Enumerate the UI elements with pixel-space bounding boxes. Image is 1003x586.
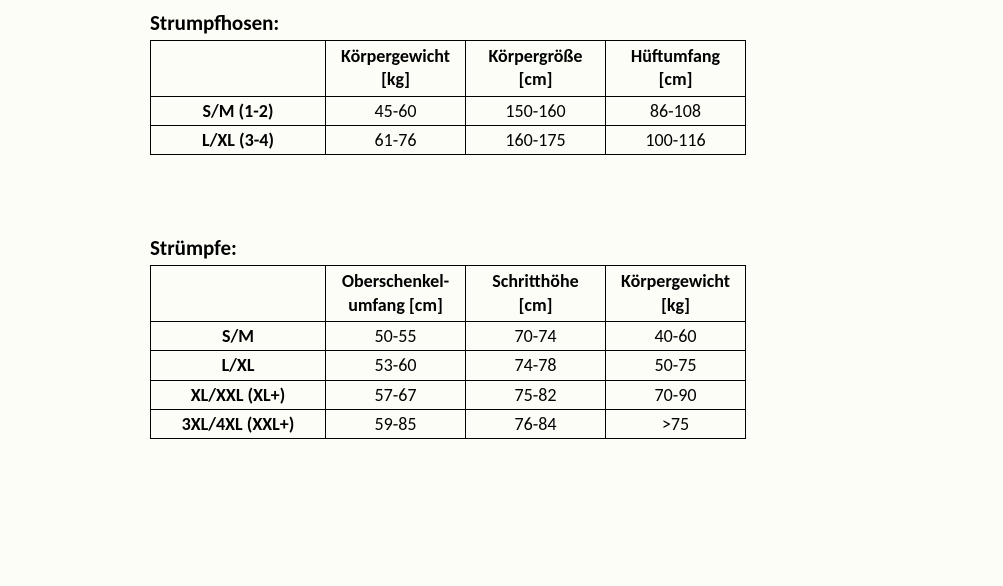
table-row: S/M (1-2)45-60150-16086-108 [151, 96, 746, 125]
data-cell: 53-60 [326, 351, 466, 380]
column-header: Schritthöhe[cm] [466, 266, 606, 322]
size-cell: L/XL (3-4) [151, 126, 326, 155]
data-cell: 150-160 [466, 96, 606, 125]
column-header-line2: [kg] [334, 68, 457, 91]
table-row: L/XL (3-4)61-76160-175100-116 [151, 126, 746, 155]
data-cell: 86-108 [606, 96, 746, 125]
data-cell: 61-76 [326, 126, 466, 155]
column-header [151, 41, 326, 97]
section-title: Strumpfhosen: [150, 10, 1003, 36]
column-header: Körpergewicht[kg] [606, 266, 746, 322]
data-cell: 70-74 [466, 322, 606, 351]
data-cell: 100-116 [606, 126, 746, 155]
column-header-line1: Körpergewicht [614, 270, 737, 293]
size-table: Körpergewicht[kg]Körpergröße[cm]Hüftumfa… [150, 40, 746, 155]
data-cell: 50-55 [326, 322, 466, 351]
size-table-section-1: Strümpfe:Oberschenkel-umfang [cm]Schritt… [150, 235, 1003, 439]
size-cell: 3XL/4XL (XXL+) [151, 410, 326, 439]
size-cell: L/XL [151, 351, 326, 380]
table-header-row: Körpergewicht[kg]Körpergröße[cm]Hüftumfa… [151, 41, 746, 97]
data-cell: >75 [606, 410, 746, 439]
table-row: XL/XXL (XL+)57-6775-8270-90 [151, 380, 746, 409]
table-row: 3XL/4XL (XXL+)59-8576-84>75 [151, 410, 746, 439]
table-row: S/M50-5570-7440-60 [151, 322, 746, 351]
section-title: Strümpfe: [150, 235, 1003, 261]
column-header-line1: Schritthöhe [474, 270, 597, 293]
size-table-section-0: Strumpfhosen:Körpergewicht[kg]Körpergröß… [150, 10, 1003, 155]
size-table: Oberschenkel-umfang [cm]Schritthöhe[cm]K… [150, 265, 746, 439]
column-header-line1: Hüftumfang [614, 45, 737, 68]
column-header-line2: [cm] [614, 68, 737, 91]
column-header [151, 266, 326, 322]
size-cell: S/M (1-2) [151, 96, 326, 125]
data-cell: 76-84 [466, 410, 606, 439]
size-cell: S/M [151, 322, 326, 351]
data-cell: 59-85 [326, 410, 466, 439]
data-cell: 160-175 [466, 126, 606, 155]
column-header: Körpergröße[cm] [466, 41, 606, 97]
size-cell: XL/XXL (XL+) [151, 380, 326, 409]
column-header-line1: Körpergröße [474, 45, 597, 68]
column-header-line2: [cm] [474, 294, 597, 317]
column-header: Hüftumfang[cm] [606, 41, 746, 97]
table-header-row: Oberschenkel-umfang [cm]Schritthöhe[cm]K… [151, 266, 746, 322]
column-header-line2: [cm] [474, 68, 597, 91]
table-row: L/XL53-6074-7850-75 [151, 351, 746, 380]
column-header-line1: Oberschenkel- [334, 270, 457, 293]
column-header-line2: [kg] [614, 294, 737, 317]
data-cell: 45-60 [326, 96, 466, 125]
column-header-line2: umfang [cm] [334, 294, 457, 317]
column-header: Oberschenkel-umfang [cm] [326, 266, 466, 322]
data-cell: 40-60 [606, 322, 746, 351]
data-cell: 75-82 [466, 380, 606, 409]
data-cell: 70-90 [606, 380, 746, 409]
data-cell: 57-67 [326, 380, 466, 409]
column-header: Körpergewicht[kg] [326, 41, 466, 97]
data-cell: 50-75 [606, 351, 746, 380]
data-cell: 74-78 [466, 351, 606, 380]
column-header-line1: Körpergewicht [334, 45, 457, 68]
